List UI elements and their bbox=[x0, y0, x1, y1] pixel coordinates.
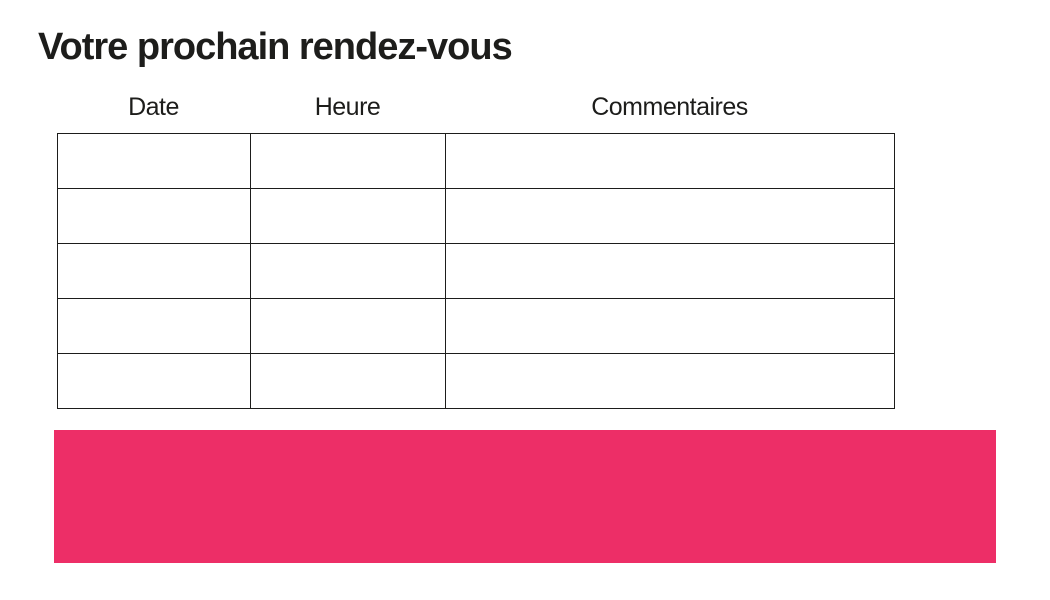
column-header-commentaires: Commentaires bbox=[591, 93, 748, 121]
column-header-date: Date bbox=[128, 93, 179, 121]
page-title: Votre prochain rendez-vous bbox=[38, 26, 513, 68]
table-cell[interactable] bbox=[57, 133, 251, 189]
table-cell[interactable] bbox=[57, 298, 251, 354]
table-cell[interactable] bbox=[57, 188, 251, 244]
table-row bbox=[57, 298, 895, 354]
table-cell[interactable] bbox=[445, 188, 895, 244]
table-cell[interactable] bbox=[250, 243, 446, 299]
appointments-table bbox=[57, 133, 895, 409]
table-row bbox=[57, 188, 895, 244]
column-header-heure: Heure bbox=[314, 93, 381, 121]
appointments-table-body bbox=[57, 133, 895, 409]
table-cell[interactable] bbox=[445, 243, 895, 299]
table-header-row: Date Heure Commentaires bbox=[57, 92, 894, 123]
table-row bbox=[57, 133, 895, 189]
table-cell[interactable] bbox=[445, 353, 895, 409]
table-row bbox=[57, 353, 895, 409]
table-cell[interactable] bbox=[250, 188, 446, 244]
table-cell[interactable] bbox=[250, 298, 446, 354]
table-cell[interactable] bbox=[445, 133, 895, 189]
table-cell[interactable] bbox=[57, 353, 251, 409]
table-row bbox=[57, 243, 895, 299]
table-cell[interactable] bbox=[445, 298, 895, 354]
table-cell[interactable] bbox=[57, 243, 251, 299]
table-cell[interactable] bbox=[250, 133, 446, 189]
highlight-block bbox=[54, 430, 996, 563]
table-cell[interactable] bbox=[250, 353, 446, 409]
